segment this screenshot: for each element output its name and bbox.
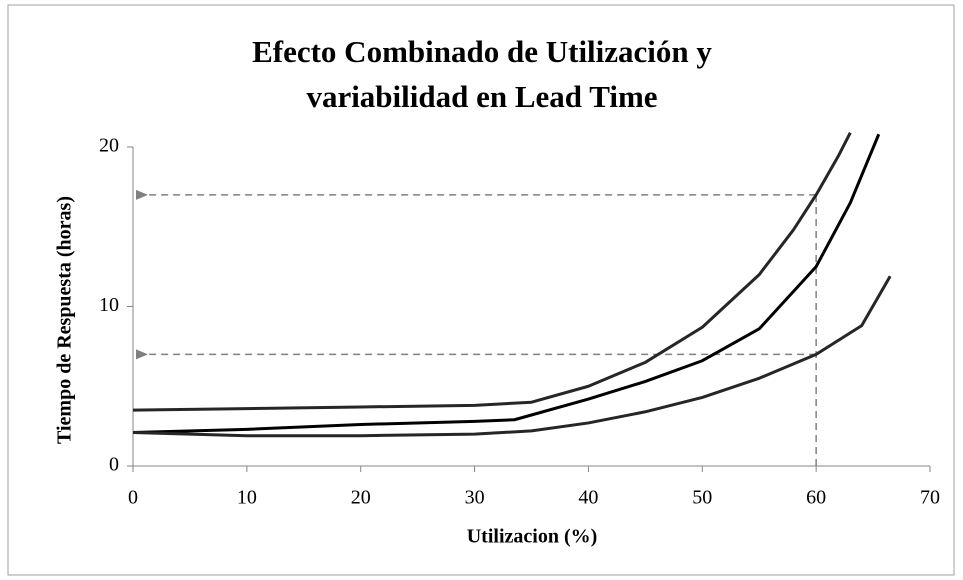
x-tick-label: 40 — [578, 487, 598, 509]
y-tick-label: 20 — [99, 135, 119, 157]
x-tick-label: 70 — [920, 487, 940, 509]
x-tick-label: 30 — [465, 487, 485, 509]
series-line — [132, 133, 881, 435]
chart-title: Efecto Combinado de Utilización y — [252, 34, 712, 69]
series-line — [132, 275, 892, 438]
series-line — [132, 131, 852, 412]
x-axis-label: Utilizacion (%) — [467, 526, 598, 548]
x-tick-label: 10 — [237, 487, 257, 509]
y-axis-label: Tiempo de Respuesta (horas) — [54, 196, 76, 444]
x-tick-label: 20 — [351, 487, 371, 509]
y-tick-label: 10 — [99, 294, 119, 316]
x-tick-label: 60 — [806, 487, 826, 509]
x-tick-label: 50 — [692, 487, 712, 509]
x-tick-label: 0 — [128, 487, 138, 509]
y-tick-label: 0 — [109, 454, 119, 476]
chart-title: variabilidad en Lead Time — [306, 79, 657, 114]
